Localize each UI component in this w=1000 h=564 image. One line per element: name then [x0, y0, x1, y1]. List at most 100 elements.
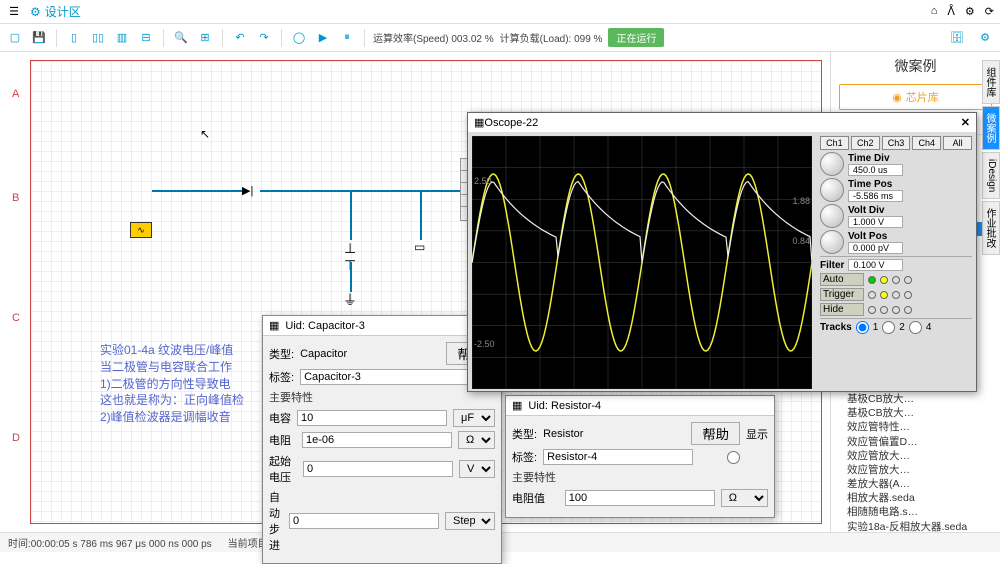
- chip-icon: ◉: [892, 91, 902, 104]
- help-button[interactable]: 帮助: [691, 422, 740, 445]
- chiplib-label: 芯片库: [906, 89, 939, 105]
- ch1-button[interactable]: Ch1: [820, 136, 849, 150]
- time-pos-knob[interactable]: [820, 178, 844, 202]
- ch4-button[interactable]: Ch4: [912, 136, 941, 150]
- res-input[interactable]: [302, 432, 452, 448]
- dlg-uid: Uid: Capacitor-3: [285, 320, 364, 332]
- step-input[interactable]: [289, 513, 439, 529]
- oscope-icon: ▦: [474, 116, 484, 129]
- tree-item[interactable]: 效应管放大…: [835, 463, 996, 477]
- time-div-knob[interactable]: [820, 152, 844, 176]
- r-unit[interactable]: Ω: [721, 489, 768, 507]
- track-1[interactable]: [856, 321, 869, 334]
- settings-icon[interactable]: ⚙: [965, 5, 975, 18]
- cap-unit[interactable]: μF: [453, 409, 495, 427]
- cut-icon[interactable]: ▯: [65, 29, 83, 47]
- r-input[interactable]: [565, 490, 715, 506]
- db-icon[interactable]: 🗄: [948, 29, 966, 47]
- diode-symbol[interactable]: ▶|: [242, 184, 253, 197]
- home-icon[interactable]: ⌂: [931, 5, 938, 18]
- dlg-icon: ▦: [269, 319, 279, 332]
- status-time: 时间:00:00:05 s 786 ms 967 μs 000 ns 000 p…: [8, 535, 212, 550]
- topbar: ☰ ⚙ 设计区 ⌂ ᐰ ⚙ ⟳: [0, 0, 1000, 24]
- res-unit[interactable]: Ω: [458, 431, 495, 449]
- menu-icon[interactable]: ☰: [6, 4, 22, 20]
- ch3-button[interactable]: Ch3: [882, 136, 911, 150]
- ch2-button[interactable]: Ch2: [851, 136, 880, 150]
- volt-pos-knob[interactable]: [820, 230, 844, 254]
- tab-cases[interactable]: 微案例: [982, 106, 1000, 150]
- tab-components[interactable]: 组件库: [982, 60, 1000, 104]
- volt-div-value[interactable]: 1.000 V: [848, 216, 903, 228]
- tracks-label: Tracks: [820, 322, 852, 333]
- copy-icon[interactable]: ▯▯: [89, 29, 107, 47]
- close-icon[interactable]: ✕: [961, 116, 970, 129]
- refresh-icon[interactable]: ⟳: [985, 5, 994, 18]
- oscope-title-text: Oscope-22: [484, 117, 538, 129]
- grid-icon[interactable]: ⊞: [196, 29, 214, 47]
- tab-idesign[interactable]: iDesign: [982, 152, 1000, 199]
- filter-value[interactable]: 0.100 V: [848, 259, 903, 271]
- trigger-button[interactable]: Trigger: [820, 288, 864, 301]
- iv-input[interactable]: [303, 461, 453, 477]
- track-2[interactable]: [882, 321, 895, 334]
- play-icon[interactable]: ▶: [314, 29, 332, 47]
- resistor-symbol[interactable]: ▭: [414, 240, 425, 254]
- tag-label: 标签:: [512, 449, 537, 465]
- tree-item[interactable]: 实验18a-反相放大器.seda: [835, 520, 996, 532]
- redo-icon[interactable]: ↷: [255, 29, 273, 47]
- layers-icon[interactable]: ▥: [113, 29, 131, 47]
- canvas-label-d: D: [12, 432, 20, 444]
- undo-icon[interactable]: ↶: [231, 29, 249, 47]
- time-pos-value[interactable]: -5.586 ms: [848, 190, 903, 202]
- oscope-title[interactable]: ▦ Oscope-22 ✕: [468, 113, 976, 132]
- tree-item[interactable]: 基极CB放大…: [835, 406, 996, 420]
- res-label: 电阻: [269, 432, 296, 448]
- tree-item[interactable]: 差放大器(A…: [835, 477, 996, 491]
- iv-unit[interactable]: V: [459, 460, 495, 478]
- step-unit[interactable]: Steps: [445, 512, 495, 530]
- ruler-icon[interactable]: ⊟: [137, 29, 155, 47]
- tree-item[interactable]: 效应管特性…: [835, 420, 996, 434]
- pause-icon[interactable]: ⏸: [338, 29, 356, 47]
- canvas-label-c: C: [12, 312, 20, 324]
- tab-homework[interactable]: 作业批改: [982, 201, 1000, 255]
- hide-button[interactable]: Hide: [820, 303, 864, 316]
- track-4[interactable]: [909, 321, 922, 334]
- tree-item[interactable]: 效应管放大…: [835, 449, 996, 463]
- chiplib-button[interactable]: ◉ 芯片库: [839, 84, 992, 110]
- show-radio[interactable]: [699, 451, 768, 464]
- auto-button[interactable]: Auto: [820, 273, 864, 286]
- step-label: 自动步进: [269, 489, 283, 553]
- tree-item[interactable]: 效应管偏置D…: [835, 435, 996, 449]
- gear2-icon[interactable]: ⚙: [976, 29, 994, 47]
- wire: [350, 190, 352, 240]
- time-div-value[interactable]: 450.0 us: [848, 164, 903, 176]
- volt-div-knob[interactable]: [820, 204, 844, 228]
- save-icon[interactable]: 💾: [30, 29, 48, 47]
- stop-icon[interactable]: ◯: [290, 29, 308, 47]
- type-label: 类型:: [512, 426, 537, 442]
- zoom-icon[interactable]: 🔍: [172, 29, 190, 47]
- annot-line: 2)峰值检波器是调幅收音: [100, 409, 244, 426]
- cap-input[interactable]: [297, 410, 447, 426]
- oscilloscope[interactable]: ▦ Oscope-22 ✕ 2.50 1.88 0.84 -2.50 Ch1 C…: [467, 112, 977, 392]
- user-icon[interactable]: ᐰ: [947, 5, 955, 18]
- dlg-title[interactable]: ▦ Uid: Capacitor-3: [263, 316, 501, 336]
- dlg-uid: Uid: Resistor-4: [528, 400, 601, 412]
- all-button[interactable]: All: [943, 136, 972, 150]
- dlg-icon: ▦: [512, 399, 522, 412]
- capacitor-dialog[interactable]: ▦ Uid: Capacitor-3 类型: Capacitor 帮助 标签: …: [262, 315, 502, 564]
- tree-item[interactable]: 相放大器.seda: [835, 491, 996, 505]
- tree-item[interactable]: 基极CB放大…: [835, 392, 996, 406]
- new-icon[interactable]: ▢: [6, 29, 24, 47]
- dlg-title[interactable]: ▦ Uid: Resistor-4: [506, 396, 774, 416]
- tree-item[interactable]: 相随随电路.s…: [835, 505, 996, 519]
- tag-input[interactable]: [543, 449, 693, 465]
- annot-line: 1)二极管的方向性导致电: [100, 376, 244, 393]
- time-pos-label: Time Pos: [848, 179, 903, 190]
- source-symbol[interactable]: ∿: [130, 222, 152, 238]
- resistor-dialog[interactable]: ▦ Uid: Resistor-4 类型: Resistor 帮助 显示 标签:…: [505, 395, 775, 518]
- tag-input[interactable]: [300, 369, 495, 385]
- volt-pos-value[interactable]: 0.000 pV: [848, 242, 903, 254]
